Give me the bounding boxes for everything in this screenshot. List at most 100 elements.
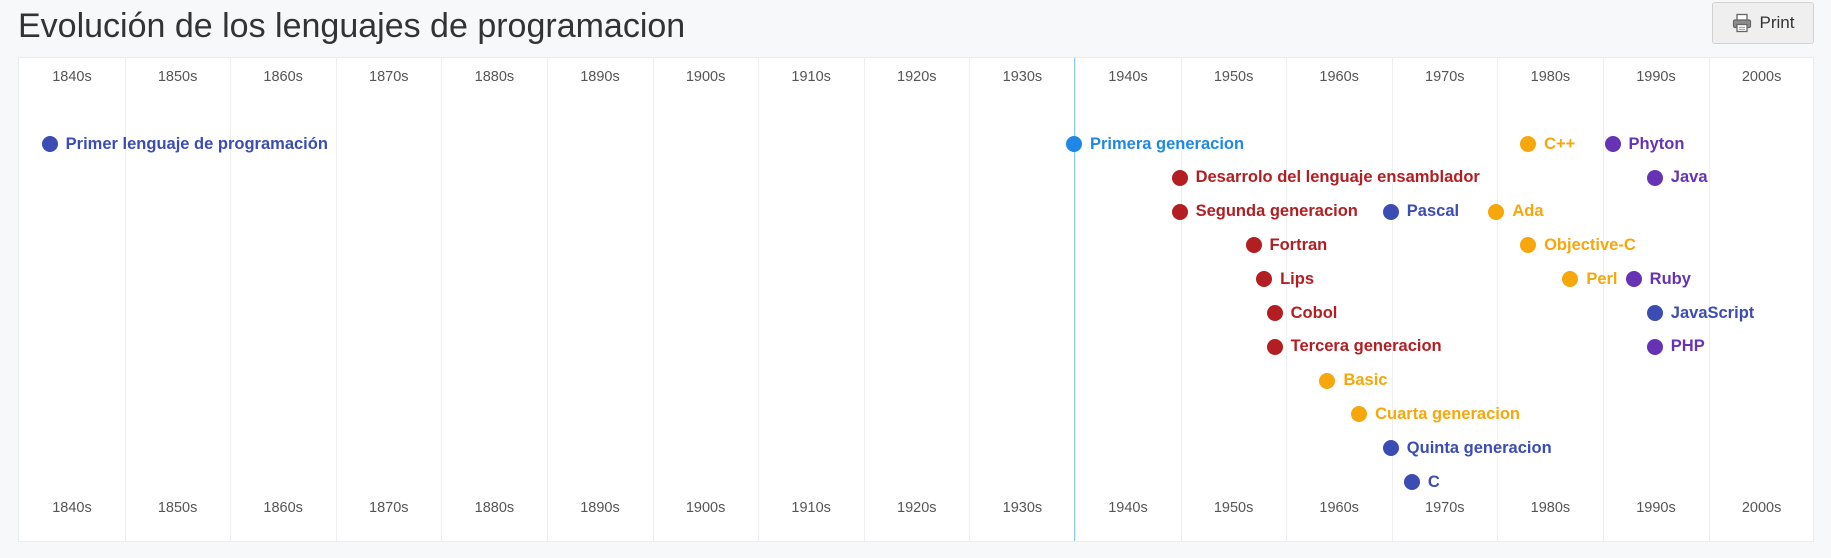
decade-divider [1708, 58, 1710, 541]
decade-label-top: 1900s [685, 69, 726, 85]
decade-label-bottom: 2000s [1741, 500, 1782, 516]
timeline-event[interactable]: Ada [1488, 201, 1544, 223]
decade-divider [652, 58, 654, 541]
event-label: Lips [1280, 269, 1314, 288]
printer-icon [1732, 13, 1752, 33]
event-label: Phyton [1628, 134, 1685, 153]
decade-divider [1603, 58, 1604, 541]
timeline-event[interactable]: Tercera generacion [1266, 336, 1442, 358]
decade-label-bottom: 1890s [580, 500, 620, 516]
timeline-event[interactable]: C [1403, 471, 1440, 493]
print-button[interactable]: Print [1712, 2, 1814, 44]
event-label: Desarrolo del lenguaje ensamblador [1195, 168, 1480, 187]
decade-label-top: 1930s [1002, 69, 1043, 85]
event-label: Cobol [1290, 303, 1338, 322]
print-label: Print [1759, 13, 1795, 32]
decade-label-top: 1870s [369, 69, 409, 85]
event-label: Primer lenguaje de programación [65, 134, 328, 153]
decade-divider [124, 58, 126, 541]
decade-label-top: 1840s [52, 69, 92, 85]
decade-divider [1180, 58, 1182, 541]
timeline-event[interactable]: JavaScript [1646, 302, 1755, 324]
event-dot [1403, 474, 1420, 490]
decade-label-bottom: 1930s [1002, 500, 1043, 516]
event-dot [1562, 271, 1579, 288]
decade-label-bottom: 1960s [1319, 500, 1359, 516]
decade-label-top: 1940s [1108, 69, 1148, 85]
page-title: Evolución de los lenguajes de programaci… [18, 7, 686, 45]
decade-label-bottom: 1840s [52, 500, 92, 516]
timeline: 1840s 1840s 1850s 1850s 1860s 1860s 1870s 1870s… [18, 57, 1814, 542]
timeline-event[interactable]: Desarrolo del lenguaje ensamblador [1171, 167, 1480, 189]
decade-label-bottom: 1860s [263, 500, 303, 516]
timeline-event[interactable]: Cuarta generacion [1351, 403, 1520, 425]
decade-label-bottom: 1880s [474, 500, 515, 516]
event-label: Perl [1586, 269, 1618, 288]
decade-label-top: 1850s [157, 69, 198, 85]
event-label: Objective-C [1544, 235, 1636, 254]
timeline-event[interactable]: Ruby [1625, 268, 1691, 290]
event-label: Fortran [1269, 235, 1328, 254]
timeline-event[interactable]: Pascal [1382, 201, 1460, 223]
event-label: Basic [1343, 371, 1388, 390]
decade-label-top: 1920s [897, 69, 937, 85]
timeline-event[interactable]: Primera generacion [1066, 133, 1244, 155]
decade-divider [441, 58, 443, 541]
event-dot [1256, 271, 1273, 288]
decade-label-bottom: 1910s [791, 500, 831, 516]
decade-label-bottom: 1980s [1530, 500, 1571, 516]
event-dot [1245, 237, 1262, 254]
decade-divider [1497, 58, 1499, 541]
decade-divider [1286, 58, 1288, 541]
timeline-event[interactable]: Cobol [1266, 302, 1338, 324]
decade-label-top: 1990s [1636, 69, 1676, 85]
decade-label-top: 1890s [580, 69, 620, 85]
decade-label-bottom: 1940s [1108, 500, 1148, 516]
event-dot [1646, 169, 1663, 186]
decade-divider [230, 58, 232, 541]
decade-label-top: 1910s [791, 69, 831, 85]
timeline-event[interactable]: Primer lenguaje de programación [41, 133, 328, 155]
event-dot [1382, 440, 1399, 457]
event-label: Java [1670, 168, 1708, 187]
event-dot [1520, 237, 1537, 254]
event-label: Cuarta generacion [1375, 404, 1520, 423]
event-dot [1319, 372, 1336, 389]
event-label: Segunda generacion [1195, 202, 1358, 221]
decade-label-bottom: 1970s [1425, 500, 1465, 516]
event-dot [1266, 305, 1283, 321]
timeline-event[interactable]: Basic [1319, 370, 1387, 392]
decade-label-bottom: 1870s [369, 500, 409, 516]
timeline-event[interactable]: Segunda generacion [1171, 201, 1358, 223]
event-label: PHP [1670, 337, 1705, 356]
decade-label-top: 2000s [1741, 69, 1782, 85]
event-dot [1604, 136, 1621, 152]
timeline-event[interactable]: Fortran [1245, 234, 1328, 256]
decade-label-bottom: 1920s [897, 500, 937, 516]
event-label: JavaScript [1670, 303, 1755, 322]
timeline-event[interactable]: Lips [1256, 268, 1314, 290]
event-label: Primera generacion [1090, 134, 1245, 153]
decade-divider [758, 58, 760, 541]
timeline-event[interactable]: Java [1646, 167, 1708, 189]
event-dot [1382, 203, 1399, 220]
timeline-event[interactable]: C++ [1520, 133, 1575, 155]
decade-label-top: 1950s [1213, 69, 1254, 85]
timeline-event[interactable]: Perl [1562, 268, 1618, 290]
decade-divider [863, 58, 865, 541]
event-label: Tercera generacion [1290, 337, 1442, 356]
timeline-event[interactable]: Quinta generacion [1382, 437, 1552, 459]
decade-divider [969, 58, 971, 541]
decade-label-bottom: 1900s [685, 500, 726, 516]
decade-label-top: 1960s [1319, 69, 1359, 85]
timeline-event[interactable]: Phyton [1604, 133, 1685, 155]
event-label: Ruby [1649, 269, 1691, 288]
event-dot [1520, 136, 1537, 152]
event-label: C++ [1544, 134, 1576, 153]
event-label: Pascal [1406, 202, 1460, 221]
timeline-event[interactable]: Objective-C [1520, 234, 1636, 256]
event-dot [41, 136, 58, 152]
timeline-event[interactable]: PHP [1646, 336, 1705, 358]
event-dot [1171, 203, 1188, 220]
decade-divider [335, 58, 337, 541]
